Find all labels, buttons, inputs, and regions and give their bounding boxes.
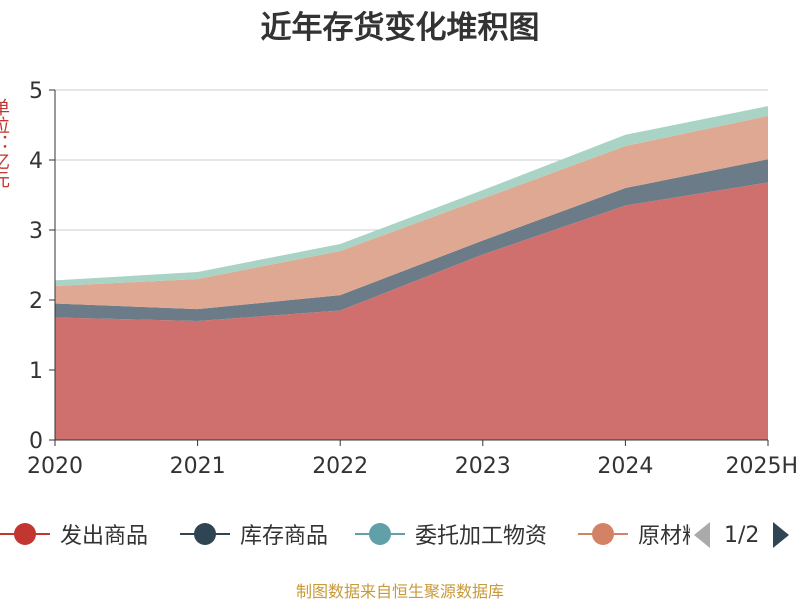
area-series-0[interactable]: [55, 182, 768, 440]
legend-next-icon[interactable]: [767, 520, 793, 550]
legend-page-indicator: 1/2: [724, 522, 760, 548]
legend-pager: 1/2: [690, 515, 800, 555]
area-series-2[interactable]: [55, 115, 768, 310]
y-tick-label: 0: [29, 429, 43, 454]
x-tick-label: 2024: [597, 454, 653, 479]
x-tick-label: 2021: [170, 454, 226, 479]
x-tick-label: 2025H: [725, 454, 798, 479]
axes: [49, 89, 769, 446]
legend-label: 库存商品: [240, 524, 329, 549]
area-series: [55, 106, 768, 440]
legend: 发出商品 库存商品 委托加工物资 原材料: [0, 512, 800, 556]
legend-item[interactable]: 原材料: [578, 512, 704, 556]
area-series-1[interactable]: [55, 159, 768, 321]
y-axis-name: 单位：亿元: [0, 98, 10, 188]
data-source-note: 制图数据来自恒生聚源数据库: [295, 582, 504, 601]
x-tick-label: 2022: [312, 454, 368, 479]
legend-item[interactable]: 库存商品: [180, 512, 328, 556]
area-series-3[interactable]: [55, 106, 768, 286]
tick-labels: 0 1 2 3 4 5 2020 2021 2022 2023 2024 2025H: [27, 79, 798, 479]
y-tick-label: 2: [29, 289, 43, 314]
chart-title: 近年存货变化堆积图: [260, 10, 540, 46]
legend-label: 发出商品: [60, 524, 149, 549]
legend-item[interactable]: 委托加工物资: [355, 512, 547, 556]
y-tick-label: 1: [29, 359, 43, 384]
legend-label: 委托加工物资: [415, 524, 548, 549]
legend-circle-icon: [578, 523, 628, 545]
x-tick-label: 2023: [455, 454, 511, 479]
y-tick-label: 4: [29, 149, 43, 174]
legend-item[interactable]: 发出商品: [0, 512, 148, 556]
y-tick-label: 3: [29, 219, 43, 244]
legend-circle-icon: [180, 523, 230, 545]
y-tick-label: 5: [29, 79, 43, 104]
x-tick-label: 2020: [27, 454, 83, 479]
legend-prev-icon[interactable]: [690, 520, 716, 550]
legend-circle-icon: [355, 523, 405, 545]
legend-circle-icon: [0, 523, 50, 545]
